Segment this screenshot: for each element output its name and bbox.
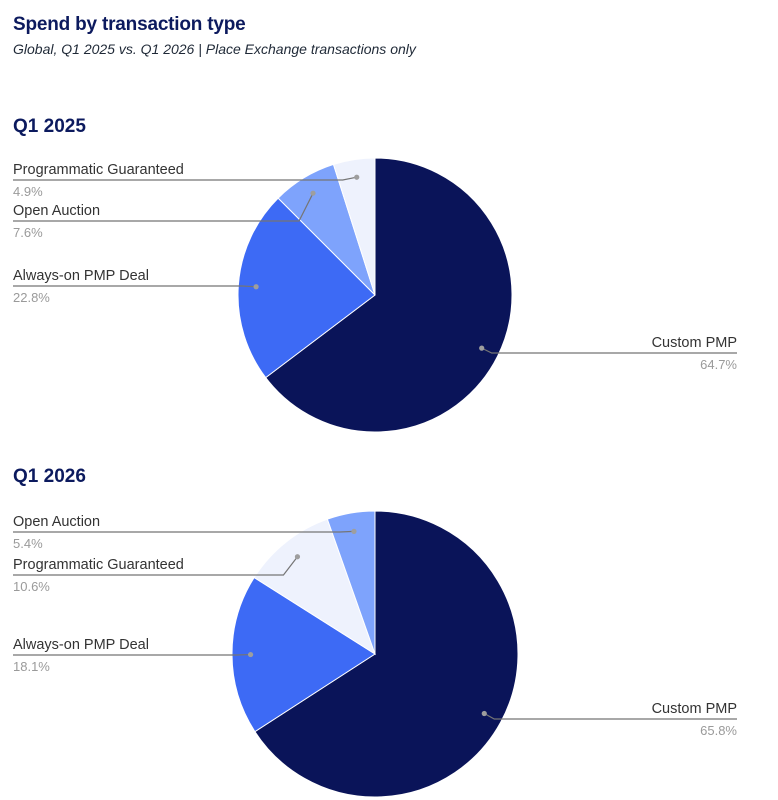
leader-line-open-auction bbox=[13, 192, 314, 222]
pie-slice-programmatic-guaranteed bbox=[332, 157, 376, 296]
slice-label-custom-pmp: Custom PMP bbox=[652, 335, 737, 351]
slice-label-programmatic-guaranteed: Programmatic Guaranteed bbox=[13, 557, 184, 573]
slice-value-programmatic-guaranteed: 10.6% bbox=[13, 579, 50, 594]
slice-label-programmatic-guaranteed: Programmatic Guaranteed bbox=[13, 162, 184, 178]
slice-label-always-on-pmp-deal: Always-on PMP Deal bbox=[13, 268, 149, 284]
slice-value-programmatic-guaranteed: 4.9% bbox=[13, 184, 43, 199]
slice-value-custom-pmp: 65.8% bbox=[700, 723, 737, 738]
leader-line-always-on-pmp-deal bbox=[13, 285, 257, 288]
leader-line-custom-pmp bbox=[483, 712, 737, 720]
pie-slice-open-auction bbox=[326, 510, 376, 655]
leader-line-open-auction bbox=[13, 530, 355, 533]
leader-line-programmatic-guaranteed bbox=[13, 556, 298, 576]
slice-label-always-on-pmp-deal: Always-on PMP Deal bbox=[13, 637, 149, 653]
slice-value-always-on-pmp-deal: 22.8% bbox=[13, 290, 50, 305]
leader-dot-always-on-pmp-deal bbox=[247, 651, 254, 658]
leader-line-custom-pmp bbox=[481, 347, 737, 354]
leader-dot-open-auction bbox=[310, 190, 316, 196]
slice-value-custom-pmp: 64.7% bbox=[700, 357, 737, 372]
pie-title-q1-2026: Q1 2026 bbox=[13, 466, 86, 487]
chart-title: Spend by transaction type bbox=[13, 14, 246, 35]
slice-value-open-auction: 7.6% bbox=[13, 225, 43, 240]
slice-value-always-on-pmp-deal: 18.1% bbox=[13, 659, 50, 674]
pie-slice-custom-pmp bbox=[254, 510, 519, 798]
pie-slice-custom-pmp bbox=[265, 157, 513, 433]
slice-label-open-auction: Open Auction bbox=[13, 203, 100, 219]
leader-dot-programmatic-guaranteed bbox=[294, 554, 301, 560]
leader-dot-custom-pmp bbox=[479, 345, 485, 351]
chart-subtitle: Global, Q1 2025 vs. Q1 2026 | Place Exch… bbox=[13, 41, 416, 57]
leader-dot-always-on-pmp-deal bbox=[253, 284, 259, 290]
leader-dot-custom-pmp bbox=[481, 710, 487, 717]
pie-title-q1-2025: Q1 2025 bbox=[13, 116, 86, 137]
leader-dot-programmatic-guaranteed bbox=[354, 174, 360, 180]
leader-line-programmatic-guaranteed bbox=[13, 176, 357, 181]
leader-dot-open-auction bbox=[351, 528, 357, 534]
slice-value-open-auction: 5.4% bbox=[13, 536, 43, 551]
slice-label-open-auction: Open Auction bbox=[13, 514, 100, 530]
slice-label-custom-pmp: Custom PMP bbox=[652, 701, 737, 717]
